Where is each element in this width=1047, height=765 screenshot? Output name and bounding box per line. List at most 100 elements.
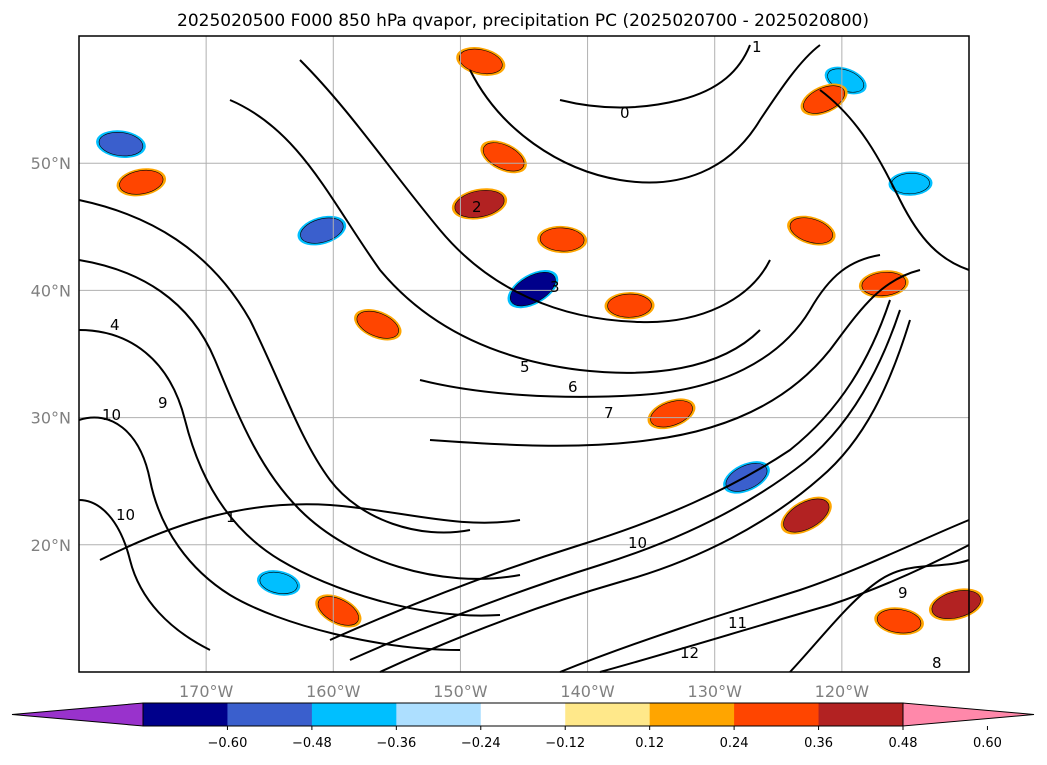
precip-anomaly-patch [354,309,402,341]
qvapor-contour [78,499,211,651]
colorbar-bin [818,703,904,726]
contour-label: 9 [158,394,168,412]
graticule-layer [79,36,969,672]
precip-patch-core [789,217,833,244]
colorbar-bin [734,703,820,726]
lat-tick-label: 50°N [31,154,71,173]
lon-tick-label: 160°W [306,682,361,701]
qvapor-contour [789,559,970,673]
qvapor-contour [99,503,521,561]
contour-label: 10 [628,534,647,552]
colorbar-bin [649,703,735,726]
precip-anomaly-patch [787,215,836,246]
contour-label: 7 [604,404,614,422]
precip-patch-core [650,400,693,428]
precip-patch-core [876,608,922,634]
lat-tick-label: 40°N [31,281,71,300]
precip-patch-core [119,169,164,195]
map-background [79,36,969,672]
colorbar-tick-label: −0.60 [208,736,248,751]
contour-label: 9 [898,584,908,602]
precip-patch-core [783,498,830,533]
contour-label: 12 [680,644,699,662]
lon-tick-label: 130°W [688,682,743,701]
colorbar-tick-label: 0.12 [635,736,664,751]
lon-tick-label: 150°W [433,682,488,701]
precip-patch-core [98,131,144,157]
contour-label: 1 [226,508,236,526]
precip-anomaly-patch [96,130,146,158]
lon-tick-label: 170°W [179,682,234,701]
precip-anomaly-patch [780,496,832,535]
colorbar-tick-label: 0.60 [973,736,1002,751]
qvapor-contour [349,309,901,661]
precip-patch-core [607,293,652,318]
precip-anomaly-patch [256,570,301,596]
lon-tick-label: 140°W [560,682,615,701]
colorbar-tick-label: −0.48 [292,736,332,751]
precip-anomaly-patch [800,83,848,116]
contour-label: 5 [520,358,530,376]
contour-label: 2 [472,198,482,216]
precip-patch-core [454,189,505,218]
lon-tick-label: 120°W [815,682,870,701]
colorbar-bin [396,703,482,726]
precip-patch-core [356,310,399,339]
latitude-axis: 50°N 40°N 30°N 20°N [31,154,71,555]
colorbar-extend-low [11,702,144,727]
precip-patch-core [509,272,556,307]
qvapor-contour [78,259,521,580]
qvapor-contour [229,99,761,374]
lat-tick-label: 30°N [31,409,71,428]
colorbar-tick-label: 0.36 [804,736,833,751]
precip-patch-core [259,571,298,594]
precip-anomaly-patch [507,270,559,309]
map-frame [78,35,970,673]
qvapor-contour [78,199,471,534]
precip-anomaly-patch [116,168,167,197]
qvapor-contour [469,44,821,184]
qvapor-contour [559,519,970,673]
longitude-axis: 170°W 160°W 150°W 140°W 130°W 120°W [179,682,869,701]
colorbar-tick-label: −0.24 [461,736,501,751]
precip-shading-layer [96,47,984,636]
precip-patch-core [300,217,344,244]
lat-tick-label: 20°N [31,536,71,555]
colorbar-bin [565,703,651,726]
qvapor-contour [299,59,771,324]
colorbar-bin [311,703,397,726]
contour-label: 4 [110,316,120,334]
precip-patch-core [482,142,525,172]
precip-anomaly-patch [451,188,508,220]
colorbar-bin [227,703,313,726]
qvapor-contour-layer [78,44,970,673]
contour-label: 10 [116,506,135,524]
precip-patch-core [803,85,846,114]
contour-label: 3 [550,278,560,296]
qvapor-contour [599,544,970,673]
colorbar-bin [143,703,228,726]
colorbar-extend-high [902,702,1035,727]
colorbar-bin [480,703,566,726]
precip-anomaly-patch [297,215,347,246]
contour-label: 0 [620,104,630,122]
precip-patch-core [539,227,585,252]
contour-label: 1 [752,38,762,56]
precip-patch-core [458,48,503,75]
colorbar: −0.60 −0.48 −0.36 −0.24 −0.12 0.12 0.24 0.36 0.4… [11,702,1035,751]
qvapor-contour [379,319,911,673]
qvapor-contour [429,269,921,447]
contour-label: 10 [102,406,121,424]
precip-anomaly-patch [537,225,588,254]
colorbar-tick-label: −0.36 [376,736,416,751]
qvapor-contour [329,299,891,641]
precip-anomaly-patch [604,292,655,320]
precip-anomaly-patch [456,47,506,76]
colorbar-tick-label: 0.24 [720,736,749,751]
chart-title: 2025020500 F000 850 hPa qvapor, precipit… [177,11,869,31]
qvapor-contour [819,89,970,271]
qvapor-contour [78,329,501,617]
precip-anomaly-patch [480,140,527,174]
precip-anomaly-patch [647,398,696,430]
contour-label: 8 [932,654,942,672]
